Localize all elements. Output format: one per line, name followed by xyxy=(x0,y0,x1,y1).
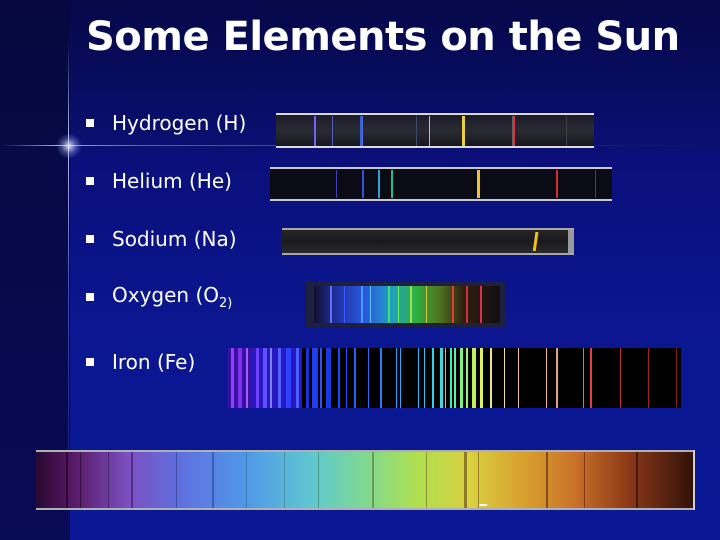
list-item-sodium: Sodium (Na) xyxy=(86,224,237,254)
item-label: Oxygen (O2) xyxy=(112,283,233,311)
item-label: Hydrogen (H) xyxy=(112,111,247,135)
hydrogen-spectrum xyxy=(276,113,594,148)
list-item-hydrogen: Hydrogen (H) xyxy=(86,108,246,138)
helium-spectrum xyxy=(270,167,612,201)
oxygen-spectrum xyxy=(306,282,505,327)
sodium-spectrum xyxy=(282,228,574,255)
solar-spectrum xyxy=(36,450,695,510)
list-item-helium: Helium (He) xyxy=(86,166,232,196)
item-label: Sodium (Na) xyxy=(112,227,237,251)
iron-spectrum xyxy=(228,348,681,408)
bullet-icon xyxy=(86,177,94,185)
slide-title: Some Elements on the Sun xyxy=(86,14,680,60)
item-label: Iron (Fe) xyxy=(112,350,196,374)
list-item-oxygen: Oxygen (O2) xyxy=(86,282,232,312)
bullet-icon xyxy=(86,358,94,366)
list-item-iron: Iron (Fe) xyxy=(86,347,195,377)
bullet-icon xyxy=(86,119,94,127)
bullet-icon xyxy=(86,293,94,301)
item-label: Helium (He) xyxy=(112,169,232,193)
star-glow xyxy=(56,133,82,159)
vertical-accent-line xyxy=(68,40,69,540)
bullet-icon xyxy=(86,235,94,243)
